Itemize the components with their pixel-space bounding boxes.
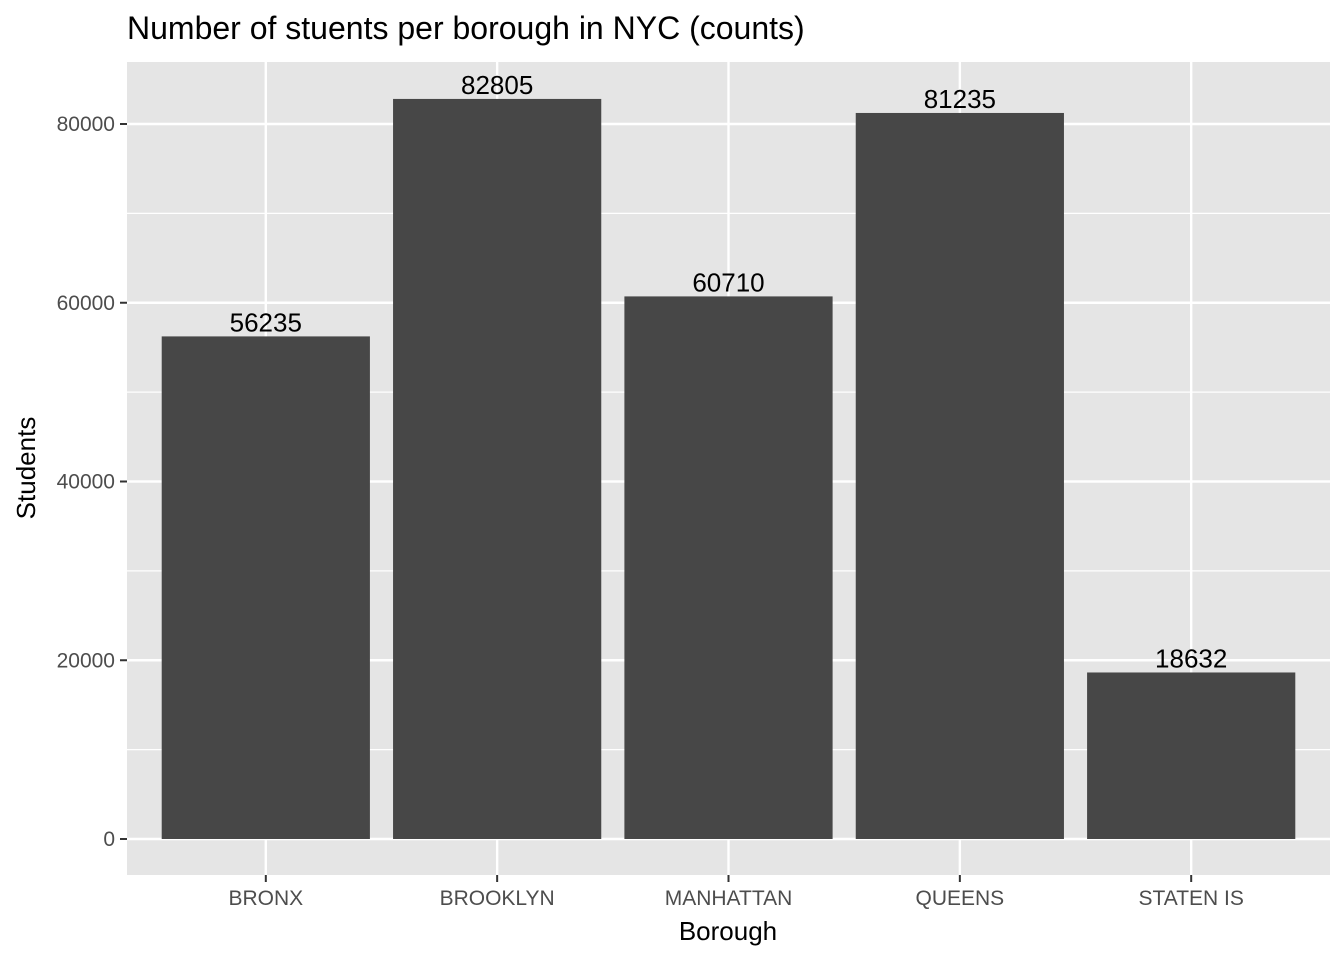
bar — [161, 336, 370, 839]
x-tick-label: BROOKLYN — [440, 887, 555, 910]
x-tick-label: QUEENS — [916, 887, 1005, 910]
bar — [1087, 672, 1296, 839]
y-tick-label: 0 — [103, 828, 115, 851]
y-axis-title: Students — [11, 417, 41, 520]
x-axis: BRONX BROOKLYN MANHATTAN QUEENS STATEN IS — [228, 875, 1244, 910]
y-tick-label: 60000 — [57, 292, 115, 315]
bars — [161, 98, 1296, 840]
x-tick-label: BRONX — [228, 887, 303, 910]
y-tick-label: 20000 — [57, 649, 115, 672]
data-label: 82805 — [461, 70, 533, 100]
y-axis: 0 20000 40000 60000 80000 — [57, 113, 127, 851]
bar — [624, 296, 833, 839]
bar — [855, 112, 1064, 840]
x-tick-label: MANHATTAN — [665, 887, 793, 910]
data-label: 56235 — [230, 307, 302, 337]
data-label: 18632 — [1155, 643, 1227, 673]
data-label: 60710 — [692, 267, 764, 297]
y-tick-label: 40000 — [57, 471, 115, 494]
data-labels: 56235 82805 60710 81235 18632 — [230, 70, 1228, 674]
bar — [393, 98, 602, 840]
x-tick-label: STATEN IS — [1138, 887, 1243, 910]
x-axis-title: Borough — [679, 916, 777, 946]
y-tick-label: 80000 — [57, 113, 115, 136]
chart-title: Number of stuents per borough in NYC (co… — [127, 10, 805, 46]
data-label: 81235 — [924, 84, 996, 114]
